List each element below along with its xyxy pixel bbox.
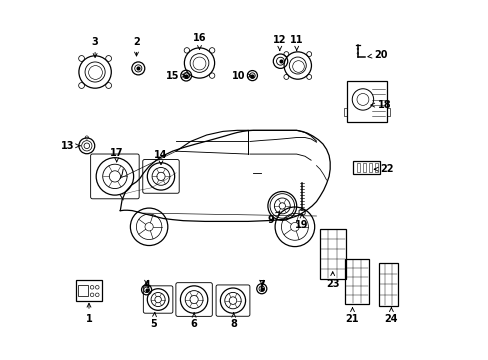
- Text: 19: 19: [295, 214, 308, 230]
- Text: 16: 16: [192, 33, 206, 49]
- Text: 9: 9: [267, 212, 279, 225]
- Bar: [353, 161, 380, 174]
- Text: 22: 22: [374, 164, 393, 174]
- Text: 6: 6: [190, 313, 197, 329]
- Bar: [76, 280, 102, 301]
- Text: 3: 3: [92, 37, 98, 57]
- Text: 17: 17: [110, 148, 123, 162]
- Bar: [346, 81, 386, 122]
- Text: 12: 12: [272, 35, 286, 50]
- Text: 23: 23: [325, 272, 339, 289]
- Text: 14: 14: [154, 150, 167, 165]
- Bar: [343, 108, 346, 116]
- Text: 15: 15: [166, 71, 185, 81]
- Bar: [378, 263, 398, 306]
- Text: 10: 10: [232, 71, 251, 81]
- Text: 18: 18: [370, 100, 390, 110]
- Bar: [368, 163, 371, 172]
- Text: 1: 1: [85, 303, 92, 324]
- Bar: [386, 108, 389, 116]
- Text: 11: 11: [289, 35, 303, 50]
- Bar: [319, 229, 345, 279]
- Text: 2: 2: [133, 37, 140, 56]
- Bar: [363, 163, 366, 172]
- Bar: [344, 259, 368, 304]
- Text: 7: 7: [258, 280, 264, 290]
- Bar: [78, 284, 87, 297]
- Text: 20: 20: [367, 50, 387, 60]
- Text: 13: 13: [61, 141, 80, 151]
- Bar: [357, 163, 360, 172]
- Text: 24: 24: [384, 308, 397, 324]
- Bar: [374, 163, 377, 172]
- Text: 8: 8: [230, 313, 237, 329]
- Text: 21: 21: [345, 308, 359, 324]
- Text: 4: 4: [143, 280, 150, 290]
- Text: 5: 5: [150, 312, 157, 329]
